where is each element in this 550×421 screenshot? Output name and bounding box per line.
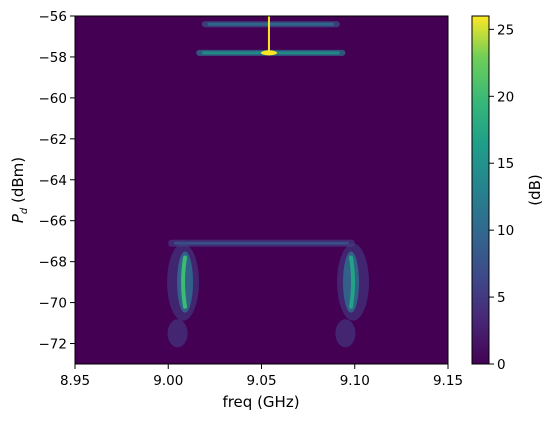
x-axis-label: freq (GHz) [222, 393, 299, 411]
x-tick-label: 8.95 [60, 373, 90, 389]
colorbar: 0 5 10 15 20 25 (dB) [471, 15, 544, 373]
colorbar-tick-label: 25 [497, 22, 514, 38]
colorbar-ticks: 0 5 10 15 20 25 [489, 22, 514, 373]
x-tick-label: 9.10 [340, 373, 370, 389]
y-axis-label-main: P [9, 213, 27, 223]
y-axis-label: Pd (dBm) [9, 157, 30, 223]
colorbar-label: (dB) [526, 174, 544, 206]
feature-narrow-spike-base [260, 50, 277, 56]
plot-area [74, 15, 449, 365]
y-tick-label: −72 [39, 337, 68, 353]
y-tick-label: −56 [39, 9, 68, 25]
y-tick-label: −62 [39, 132, 68, 148]
y-tick-label: −68 [39, 255, 68, 271]
y-tick-label: −66 [39, 214, 68, 230]
y-tick-label: −60 [39, 91, 68, 107]
heatmap-features [167, 16, 370, 348]
colorbar-tick-label: 15 [497, 156, 514, 172]
feature-right-crescent [349, 255, 356, 309]
x-tick-label: 9.00 [153, 373, 183, 389]
feature-left-tail [167, 319, 188, 348]
feature-left-crescent [181, 255, 188, 309]
y-tick-label: −70 [39, 296, 68, 312]
colorbar-gradient [471, 15, 490, 365]
x-tick-label: 9.05 [246, 373, 276, 389]
heatmap-background [75, 16, 448, 364]
y-tick-label: −64 [39, 173, 68, 189]
x-tick-label: 9.15 [433, 373, 463, 389]
y-axis: −56 −58 −60 −62 −64 −66 −68 −70 −72 [39, 9, 75, 353]
feature-shoulder-plateau-core [174, 241, 349, 245]
y-axis-label-unit: (dBm) [9, 157, 27, 208]
colorbar-tick-label: 5 [497, 290, 506, 306]
colorbar-tick-label: 0 [497, 357, 506, 373]
colorbar-tick-label: 20 [497, 89, 514, 105]
y-tick-label: −58 [39, 50, 68, 66]
colorbar-tick-label: 10 [497, 223, 514, 239]
feature-upper-band-top-core [207, 22, 334, 26]
x-axis: 8.95 9.00 9.05 9.10 9.15 [60, 364, 463, 389]
y-axis-label-sub: d [19, 207, 30, 214]
feature-right-tail [335, 319, 356, 348]
